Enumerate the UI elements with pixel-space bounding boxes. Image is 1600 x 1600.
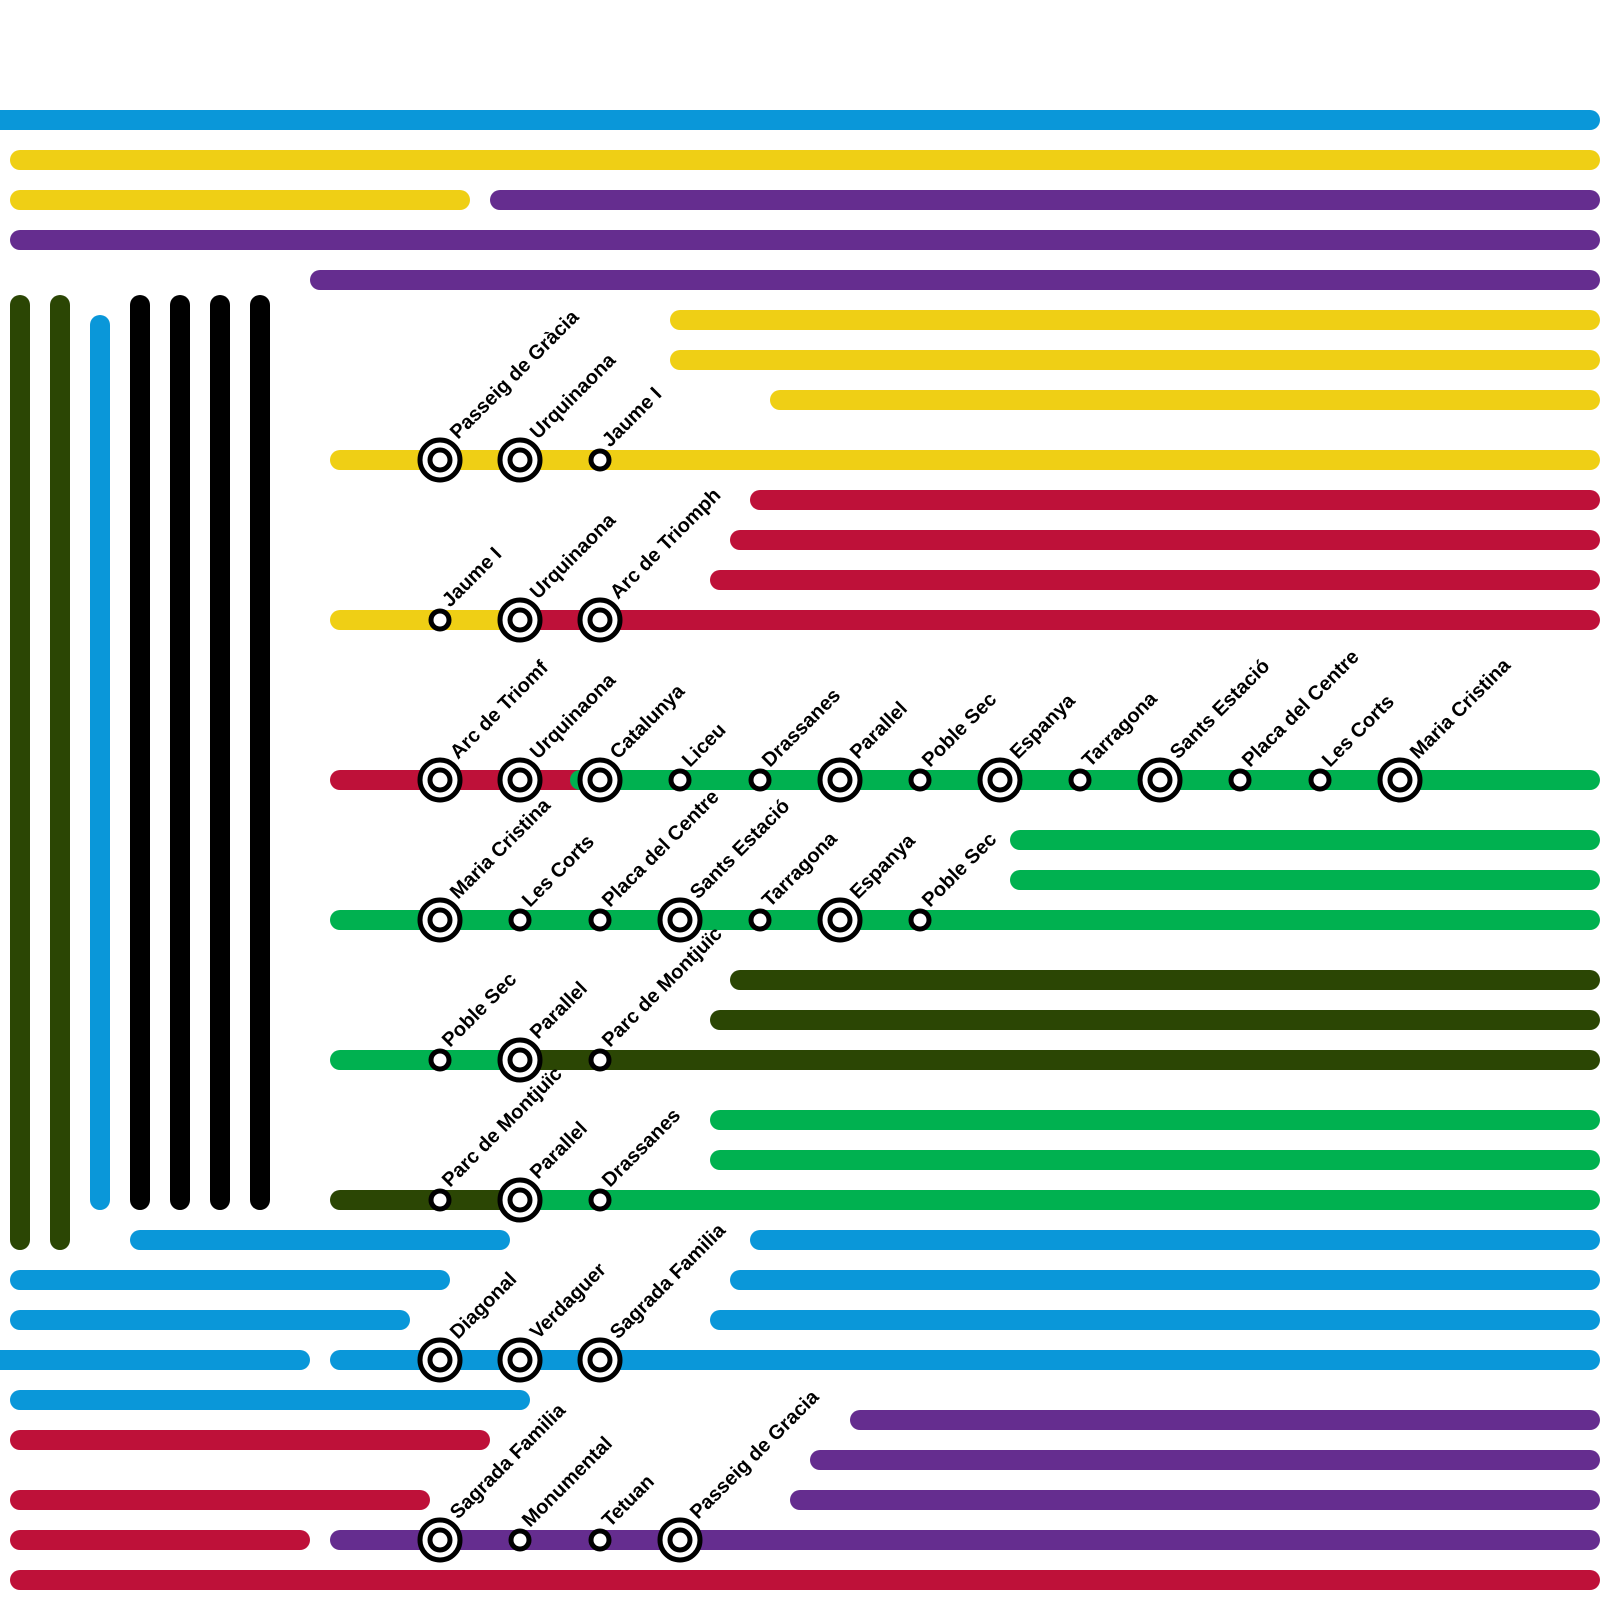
interchange-inner-ring-icon: [427, 907, 453, 933]
interchange-inner-ring-icon: [667, 1527, 693, 1553]
station-label: Tarragona: [1078, 687, 1162, 771]
route-5: Poble Sec Parallel Parc de Montjuïc: [330, 923, 1600, 1083]
interchange-inner-ring-icon: [827, 907, 853, 933]
background-lines: [0, 110, 1600, 1590]
station-dot-icon: [1068, 768, 1092, 792]
station-label: Drassanes: [758, 684, 845, 771]
station-label: Parc de Montjuïc: [598, 923, 727, 1052]
station-label: Verdaguer: [526, 1259, 611, 1344]
interchange-inner-ring-icon: [507, 767, 533, 793]
station-label: Diagonal: [446, 1268, 521, 1343]
interchange-inner-ring-icon: [587, 1347, 613, 1373]
interchange-inner-ring-icon: [1387, 767, 1413, 793]
interchange-inner-ring-icon: [427, 1347, 453, 1373]
station[interactable]: Parc de Montjuïc: [428, 1063, 567, 1212]
station-dot-icon: [1308, 768, 1332, 792]
station-dot-icon: [428, 1048, 452, 1072]
station-label: Espanya: [1006, 689, 1080, 763]
station-dot-icon: [588, 908, 612, 932]
station-dot-icon: [428, 608, 452, 632]
interchange-inner-ring-icon: [507, 607, 533, 633]
station-label: Tetuan: [598, 1471, 659, 1532]
station-dot-icon: [508, 908, 532, 932]
interchange-inner-ring-icon: [507, 1187, 533, 1213]
station-label: Les Corts: [518, 831, 599, 912]
station-dot-icon: [588, 448, 612, 472]
station-label: Les Corts: [1318, 691, 1399, 772]
station-label: Jaume I: [598, 383, 666, 451]
station-label: Parallel: [846, 698, 912, 764]
interchange-inner-ring-icon: [1147, 767, 1173, 793]
station-dot-icon: [908, 768, 932, 792]
station-dot-icon: [508, 1528, 532, 1552]
station-dot-icon: [1228, 768, 1252, 792]
interchange-inner-ring-icon: [427, 447, 453, 473]
station-label: Poble Sec: [918, 688, 1001, 771]
station-label: Tarragona: [758, 827, 842, 911]
station-label: Poble Sec: [918, 828, 1001, 911]
station-label: Catalunya: [606, 680, 690, 764]
station-label: Passeig de Gràcia: [446, 306, 584, 444]
station-dot-icon: [668, 768, 692, 792]
station-label: Parallel: [526, 1118, 592, 1184]
station-label: Arc de Triomph: [606, 484, 725, 603]
interchange-inner-ring-icon: [987, 767, 1013, 793]
interchange-inner-ring-icon: [507, 1347, 533, 1373]
interchange-inner-ring-icon: [587, 607, 613, 633]
interchange-inner-ring-icon: [827, 767, 853, 793]
station-label: Espanya: [846, 829, 920, 903]
station-label: Drassanes: [598, 1104, 685, 1191]
station-label: Liceu: [678, 719, 731, 772]
station-label: Jaume I: [438, 543, 506, 611]
interchange-inner-ring-icon: [427, 1527, 453, 1553]
interchange-inner-ring-icon: [507, 1047, 533, 1073]
station-dot-icon: [588, 1528, 612, 1552]
station-label: Poble Sec: [438, 968, 521, 1051]
interchange-inner-ring-icon: [667, 907, 693, 933]
station-dot-icon: [588, 1048, 612, 1072]
station[interactable]: Parc de Montjuïc: [588, 923, 727, 1072]
station[interactable]: Placa del Centre: [588, 786, 724, 932]
interchange-inner-ring-icon: [427, 767, 453, 793]
station-dot-icon: [748, 908, 772, 932]
station-dot-icon: [908, 908, 932, 932]
interchange-inner-ring-icon: [587, 767, 613, 793]
interchange-inner-ring-icon: [507, 447, 533, 473]
station-dot-icon: [588, 1188, 612, 1212]
station-dot-icon: [428, 1188, 452, 1212]
station-label: Parallel: [526, 978, 592, 1044]
station-label: Maria Cristina: [1406, 654, 1516, 764]
station-dot-icon: [748, 768, 772, 792]
